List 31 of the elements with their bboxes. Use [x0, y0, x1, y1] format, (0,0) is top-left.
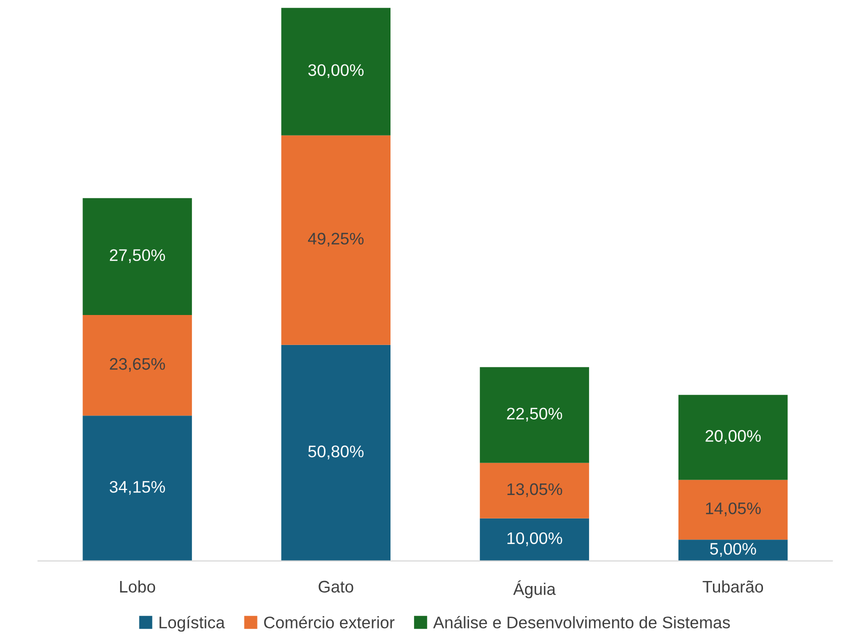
bar [281, 135, 390, 345]
data-label: 20,00% [706, 430, 761, 444]
bar [281, 8, 390, 136]
data-label: 5,00% [710, 542, 756, 557]
data-label: 13,05% [507, 483, 562, 498]
data-label: 22,50% [507, 408, 562, 422]
x-tick-label: Lobo [120, 580, 156, 593]
bar [678, 394, 788, 480]
bar [82, 416, 192, 561]
data-label: 23,65% [110, 358, 165, 372]
bar [480, 518, 590, 561]
bar [480, 462, 590, 518]
bar [281, 344, 390, 561]
data-label: 30,00% [308, 64, 364, 78]
x-tick-label: Águia [513, 580, 556, 598]
bar [480, 367, 590, 463]
x-tick-label: Gato [318, 580, 354, 593]
data-label: 10,00% [507, 532, 562, 546]
data-label: 27,50% [110, 249, 165, 264]
legend-label: Análise e Desenvolvimento de Sistemas [433, 616, 730, 628]
bar [82, 315, 192, 416]
data-label: 50,80% [308, 446, 364, 460]
data-label: 34,15% [110, 480, 165, 495]
legend-label: Logística [160, 616, 225, 632]
bar [678, 480, 788, 540]
bar [82, 198, 192, 316]
x-tick-label: Tubarão [702, 580, 764, 593]
bar [678, 540, 788, 561]
data-label: 14,05% [706, 502, 761, 516]
legend-label: Comércio exterior [264, 616, 394, 628]
data-label: 49,25% [308, 232, 364, 247]
